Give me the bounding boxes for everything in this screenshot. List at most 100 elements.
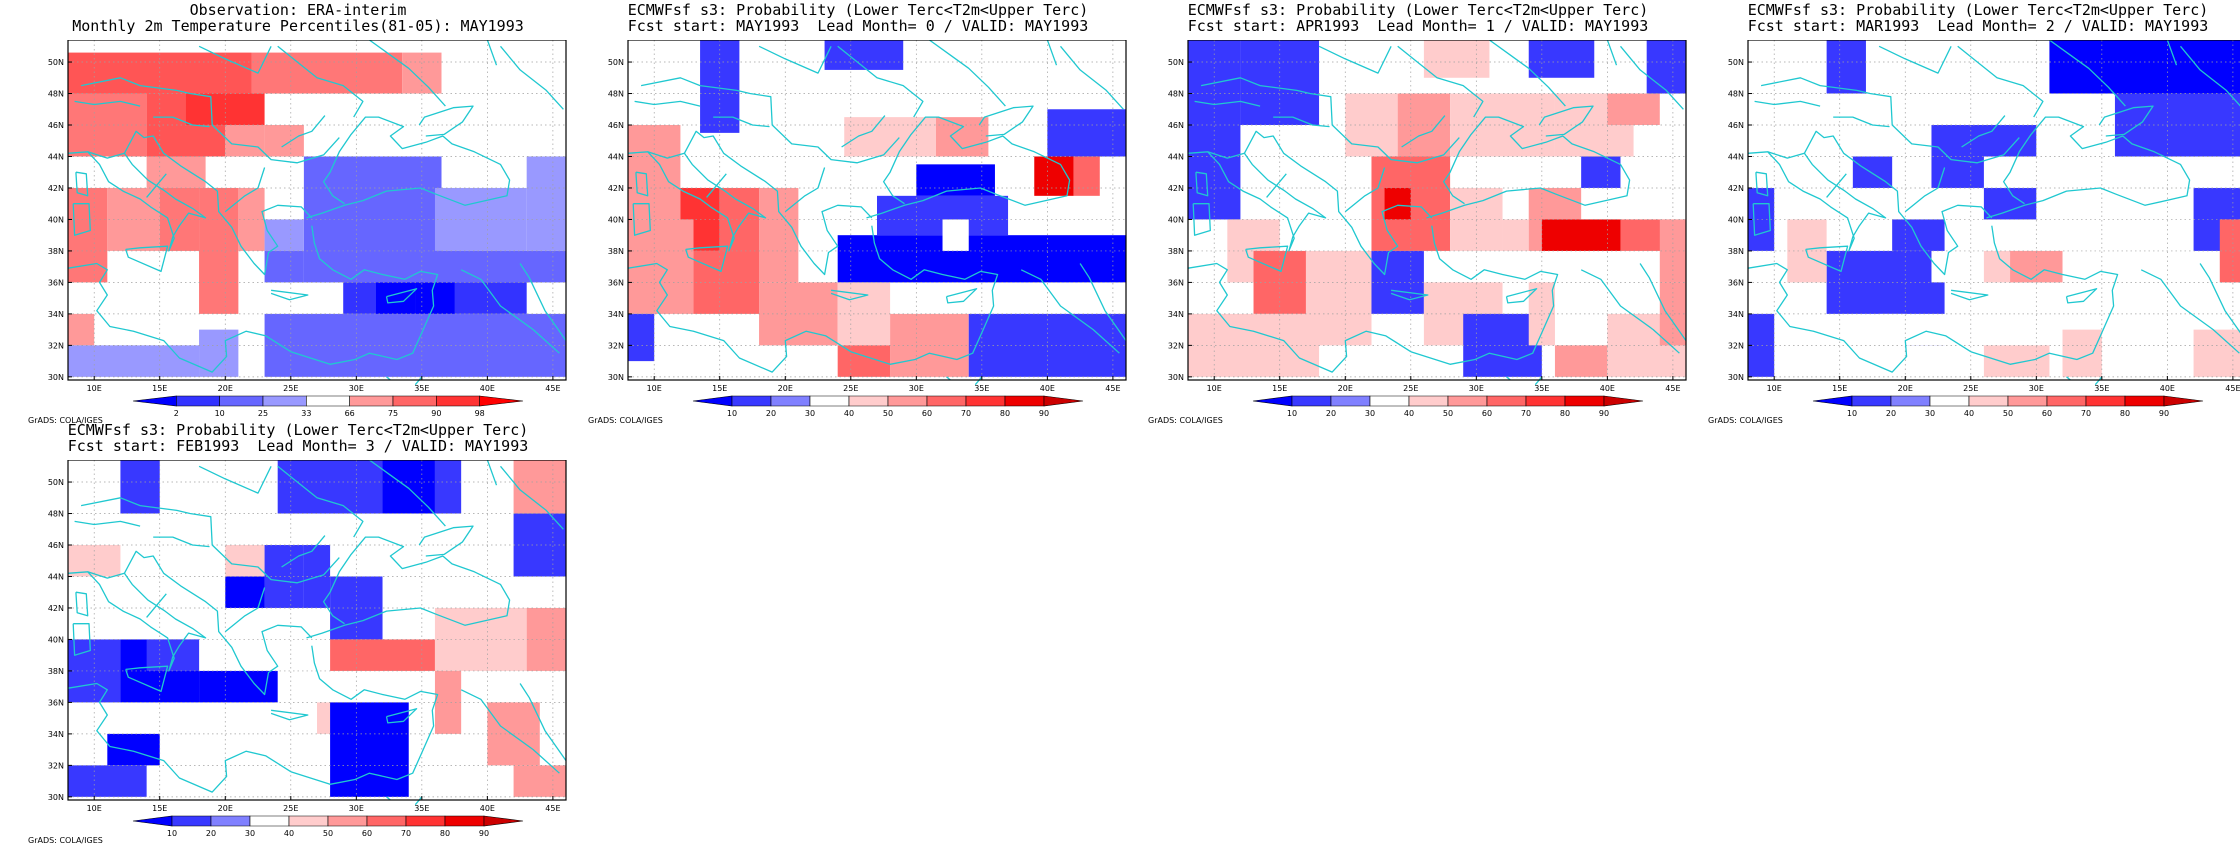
y-tick-label: 50N xyxy=(1168,58,1184,67)
data-cell xyxy=(435,608,527,671)
y-tick-label: 46N xyxy=(48,121,64,130)
colorbar-label: 25 xyxy=(258,409,268,416)
y-tick-label: 40N xyxy=(1728,215,1744,224)
panel-subtitle: Fcst start: FEB1993 Lead Month= 3 / VALI… xyxy=(28,438,568,455)
panel-subtitle: Fcst start: APR1993 Lead Month= 1 / VALI… xyxy=(1148,18,1688,35)
colorbar-segment xyxy=(1409,396,1448,406)
data-cell xyxy=(68,545,120,576)
colorbar-segment xyxy=(1487,396,1526,406)
panel-lead1: ECMWFsf s3: Probability (Lower Terc<T2m<… xyxy=(1148,0,1688,418)
y-tick-label: 42N xyxy=(48,184,64,193)
colorbar-label: 80 xyxy=(1560,409,1570,416)
data-cell xyxy=(694,251,760,314)
colorbar-segment xyxy=(350,396,393,406)
y-tick-label: 44N xyxy=(1728,152,1744,161)
y-tick-label: 32N xyxy=(1168,341,1184,350)
data-cell xyxy=(527,156,566,250)
y-tick-label: 34N xyxy=(1728,310,1744,319)
data-cell xyxy=(435,188,527,251)
x-tick-label: 25E xyxy=(283,804,298,813)
colorbar-segment xyxy=(133,816,172,826)
colorbar-segment xyxy=(263,396,306,406)
colorbar-label: 70 xyxy=(961,409,971,416)
colorbar-label: 40 xyxy=(1404,409,1414,416)
colorbar-label: 60 xyxy=(362,829,372,836)
x-tick-label: 40E xyxy=(480,384,495,393)
colorbar-segment xyxy=(849,396,888,406)
x-tick-label: 10E xyxy=(87,384,102,393)
colorbar-label: 80 xyxy=(1000,409,1010,416)
data-cell xyxy=(251,53,402,94)
y-tick-label: 48N xyxy=(608,90,624,99)
colorbar-segment xyxy=(172,816,211,826)
colorbar-label: 90 xyxy=(431,409,441,416)
data-cell xyxy=(68,188,107,282)
y-tick-label: 48N xyxy=(1728,90,1744,99)
footer-credit: GrADS: COLA/IGES xyxy=(1148,416,1223,425)
colorbar-label: 20 xyxy=(766,409,776,416)
colorbar-label: 20 xyxy=(1886,409,1896,416)
y-tick-label: 40N xyxy=(48,215,64,224)
panel-lead3: ECMWFsf s3: Probability (Lower Terc<T2m<… xyxy=(28,420,568,838)
y-tick-label: 38N xyxy=(48,247,64,256)
x-tick-label: 15E xyxy=(152,804,167,813)
colorbar-segment xyxy=(732,396,771,406)
colorbar-segment xyxy=(1852,396,1891,406)
data-cell xyxy=(376,282,415,313)
x-tick-label: 20E xyxy=(218,384,233,393)
x-tick-label: 30E xyxy=(1469,384,1484,393)
colorbar-segment xyxy=(289,816,328,826)
x-tick-label: 10E xyxy=(1767,384,1782,393)
x-tick-label: 20E xyxy=(778,384,793,393)
y-tick-label: 42N xyxy=(48,604,64,613)
y-tick-label: 38N xyxy=(1728,247,1744,256)
x-tick-label: 15E xyxy=(152,384,167,393)
data-cell xyxy=(916,164,995,195)
x-tick-label: 20E xyxy=(1898,384,1913,393)
colorbar-label: 40 xyxy=(284,829,294,836)
colorbar-segment xyxy=(1331,396,1370,406)
y-tick-label: 34N xyxy=(1168,310,1184,319)
data-cell xyxy=(943,219,969,250)
colorbar-segment xyxy=(2164,396,2203,406)
x-tick-label: 30E xyxy=(2029,384,2044,393)
data-cell xyxy=(1188,314,1319,377)
y-tick-label: 38N xyxy=(1168,247,1184,256)
y-tick-label: 40N xyxy=(608,215,624,224)
data-cell xyxy=(1188,40,1240,219)
y-tick-label: 42N xyxy=(1168,184,1184,193)
data-cell xyxy=(1931,125,2036,156)
colorbar-segment xyxy=(927,396,966,406)
colorbar-segment xyxy=(966,396,1005,406)
colorbar-segment xyxy=(480,396,523,406)
data-cell xyxy=(435,671,461,734)
x-tick-label: 35E xyxy=(1534,384,1549,393)
colorbar-label: 66 xyxy=(345,409,355,416)
data-cell xyxy=(330,639,435,670)
colorbar-segment xyxy=(328,816,367,826)
data-cell xyxy=(107,734,159,765)
colorbar-segment xyxy=(1604,396,1643,406)
data-cell xyxy=(1398,94,1450,157)
colorbar-segment xyxy=(1930,396,1969,406)
colorbar-label: 80 xyxy=(440,829,450,836)
y-tick-label: 40N xyxy=(1168,215,1184,224)
data-cell xyxy=(825,40,904,70)
colorbar-label: 50 xyxy=(1443,409,1453,416)
colorbar-segment xyxy=(306,396,349,406)
data-cell xyxy=(514,765,566,796)
data-cell xyxy=(68,765,147,796)
colorbar-label: 10 xyxy=(1847,409,1857,416)
x-tick-label: 10E xyxy=(87,804,102,813)
colorbar-segment xyxy=(1891,396,1930,406)
data-cell xyxy=(265,125,304,156)
data-cell xyxy=(1660,219,1686,282)
y-tick-label: 46N xyxy=(48,541,64,550)
y-tick-label: 32N xyxy=(1728,341,1744,350)
y-tick-label: 30N xyxy=(48,373,64,382)
